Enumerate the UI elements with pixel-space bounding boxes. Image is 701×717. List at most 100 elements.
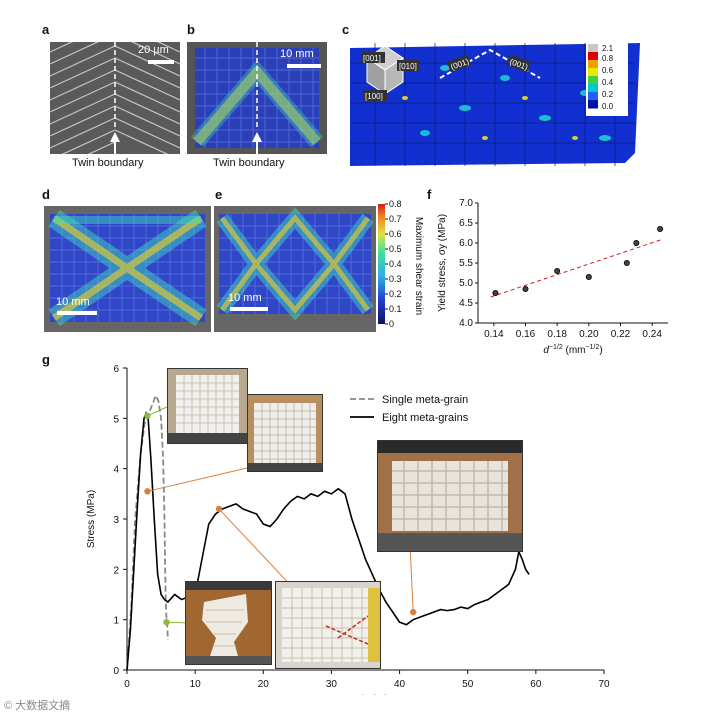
g-callout-line — [147, 406, 168, 417]
f-y-tick-label: 6.5 — [459, 218, 473, 229]
g-legend-label-1: Eight meta-grains — [382, 412, 469, 424]
g-callout-dot — [144, 412, 151, 420]
f-data-point — [492, 290, 499, 297]
caption-b: Twin boundary — [213, 157, 285, 169]
direction-010: [010] — [399, 62, 417, 71]
scale-label-b: 10 mm — [280, 48, 314, 60]
colorbar-de-tick-label: 0 — [389, 319, 394, 329]
colorbar-c-tick: 2.1 — [602, 44, 614, 53]
colorbar-de-tick-label: 0.3 — [389, 274, 402, 284]
scale-bar-a — [148, 60, 174, 64]
f-x-tick-label: 0.24 — [642, 329, 662, 340]
g-x-tick-label: 40 — [394, 679, 406, 690]
micrograph-a — [50, 42, 180, 154]
plane-labels-c: (001) (001) — [448, 56, 532, 72]
panel-label-b: b — [187, 22, 195, 37]
g-x-tick-label: 70 — [598, 679, 610, 690]
g-callout-dot — [144, 488, 151, 495]
g-callout-dot — [215, 505, 223, 513]
f-x-tick-label: 0.14 — [484, 329, 504, 340]
inset-eight-grains-shear — [275, 581, 381, 669]
f-y-tick-label: 7.0 — [459, 198, 473, 209]
g-y-tick-label: 4 — [113, 465, 119, 476]
g-series-line-0 — [126, 393, 169, 671]
scale-bar-e — [230, 307, 268, 311]
g-callout-line — [409, 544, 414, 613]
panel-label-a: a — [42, 22, 50, 37]
colorbar-de-tick-label: 0.4 — [389, 259, 402, 269]
panel-label-f: f — [427, 187, 432, 202]
f-data-point — [522, 286, 529, 293]
direction-100: [100] — [365, 92, 383, 101]
f-x-tick-label: 0.22 — [611, 329, 631, 340]
g-legend-label-0: Single meta-grain — [382, 394, 468, 406]
inset-eight-grains-initial — [247, 394, 323, 472]
scale-bar-b — [287, 64, 321, 68]
g-x-tick-label: 50 — [462, 679, 474, 690]
f-y-tick-label: 6.0 — [459, 238, 473, 249]
colorbar-c-swatch — [588, 100, 598, 109]
g-y-tick-label: 6 — [113, 364, 119, 375]
colorbar-de: 0.8 0.7 0.6 0.5 0.4 0.3 0.2 0.1 0 — [378, 200, 402, 329]
g-series-line-1 — [126, 411, 530, 671]
g-x-tick-label: 20 — [258, 679, 270, 690]
g-x-tick-label: 30 — [326, 679, 338, 690]
g-x-label: Strain (%) — [343, 694, 387, 695]
caption-a: Twin boundary — [72, 157, 144, 169]
colorbar-de-title-text: Maximum shear strain — [413, 217, 424, 315]
direction-labels-c: [001] [010] [100] — [361, 52, 419, 101]
colorbar-c-swatch — [588, 68, 598, 77]
colorbar-de-tick-label: 0.5 — [389, 244, 402, 254]
colorbar-de-tick-label: 0.1 — [389, 304, 402, 314]
f-y-tick-label: 5.5 — [459, 258, 473, 269]
chart-f: 4.0 4.5 5.0 5.5 6.0 6.5 7.0 0.14 0.16 0.18 0.20 0.2… — [437, 198, 668, 355]
scale-label-e: 10 mm — [228, 292, 262, 304]
f-y-tick-label: 4.0 — [459, 318, 473, 329]
f-y-label: Yield stress, σy (MPa) — [437, 214, 448, 312]
g-y-tick-label: 2 — [113, 565, 119, 576]
direction-001: [001] — [363, 54, 381, 63]
g-y-tick-label: 1 — [113, 616, 119, 627]
colorbar-de-tick-label: 0.6 — [389, 229, 402, 239]
scale-label-d: 10 mm — [56, 296, 90, 308]
inset-eight-grains-densified — [377, 440, 523, 552]
colorbar-c: 2.1 0.8 0.6 0.4 0.2 0.0 — [586, 40, 628, 116]
f-data-point — [633, 240, 640, 247]
panel-label-e: e — [215, 187, 223, 202]
colorbar-c-swatch — [588, 60, 598, 69]
g-x-tick-label: 0 — [124, 679, 130, 690]
f-x-tick-label: 0.20 — [579, 329, 599, 340]
colorbar-c-tick: 0.8 — [602, 54, 614, 63]
f-data-point — [623, 260, 630, 267]
inset-single-grain — [167, 368, 248, 444]
panel-label-c: c — [342, 22, 350, 37]
inset-single-grain-failure — [185, 581, 272, 665]
g-x-tick-label: 60 — [530, 679, 542, 690]
f-y-tick-label: 4.5 — [459, 298, 473, 309]
g-callout-dot — [163, 618, 170, 626]
colorbar-c-swatch — [588, 84, 598, 93]
g-x-tick-label: 10 — [190, 679, 202, 690]
plane-001-right: (001) — [508, 57, 529, 72]
watermark: © 大数据文摘 — [4, 700, 71, 712]
colorbar-c-tick: 0.2 — [602, 90, 614, 99]
plane-001-left: (001) — [450, 57, 471, 72]
colorbar-de-tick-label: 0.2 — [389, 289, 402, 299]
colorbar-c-tick: 0.4 — [602, 78, 614, 87]
panel-label-d: d — [42, 187, 50, 202]
g-y-tick-label: 5 — [113, 414, 119, 425]
f-data-point — [554, 268, 561, 275]
scale-bar-d — [57, 311, 97, 315]
colorbar-c-tick: 0.6 — [602, 66, 614, 75]
strain-map-e — [214, 206, 376, 332]
colorbar-c-swatch — [588, 92, 598, 101]
g-y-tick-label: 3 — [113, 515, 119, 526]
scale-label-a: 20 µm — [138, 44, 169, 56]
colorbar-c-swatch — [588, 52, 598, 61]
colorbar-de-tick-label: 0.7 — [389, 214, 402, 224]
colorbar-c-tick: 0.0 — [602, 102, 614, 111]
g-y-label: Stress (MPa) — [86, 490, 97, 548]
colorbar-c-swatch — [588, 76, 598, 85]
f-y-tick-label: 5.0 — [459, 278, 473, 289]
